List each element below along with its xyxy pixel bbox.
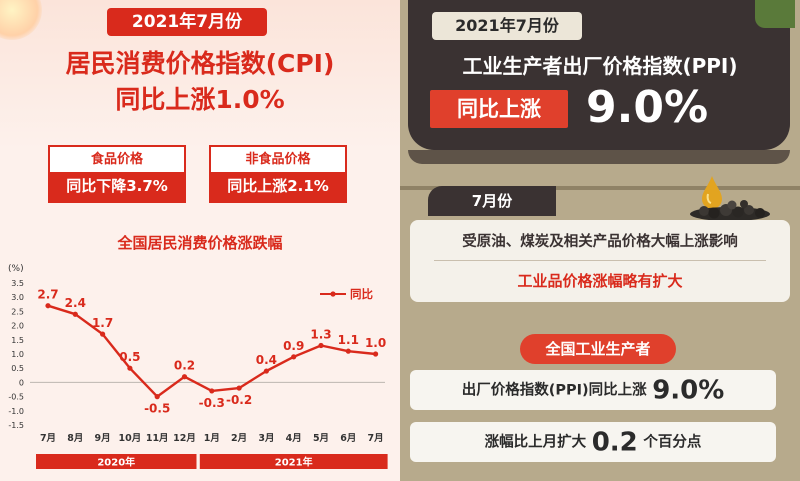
x-tick-label: 11月 — [146, 433, 169, 444]
reason-divider — [434, 260, 766, 261]
cpi-title: 居民消费价格指数(CPI) — [65, 49, 335, 78]
producer-tag: 全国工业生产者 — [520, 334, 676, 364]
divider-band — [400, 186, 800, 190]
data-point — [181, 374, 188, 380]
year-band — [199, 454, 388, 469]
ppi-yoy-value: 9.0% — [652, 375, 725, 406]
ppi-yoy-text: 出厂价格指数(PPI)同比上涨 — [461, 382, 647, 399]
data-point — [127, 365, 133, 371]
food-price-label: 食品价格 — [90, 152, 143, 167]
reason-card: 受原油、煤炭及相关产品价格大幅上涨影响 工业品价格涨幅略有扩大 — [410, 220, 790, 302]
y-tick-label: 0.5 — [11, 364, 24, 373]
x-tick-label: 2月 — [231, 433, 247, 444]
header-card-edge — [408, 150, 790, 164]
x-tick-label: 6月 — [340, 433, 356, 444]
x-tick-label: 4月 — [286, 433, 302, 444]
y-tick-label: 3.0 — [11, 293, 24, 302]
ppi-change-badge: 同比上涨 — [430, 90, 568, 128]
data-label: -0.2 — [226, 393, 252, 407]
data-point — [345, 348, 351, 354]
x-tick-label: 8月 — [67, 433, 83, 444]
y-tick-label: 0 — [19, 378, 24, 387]
data-point — [100, 331, 106, 337]
y-tick-label: 3.5 — [11, 279, 24, 288]
data-label: 2.7 — [37, 288, 58, 302]
y-tick-label: -0.5 — [8, 393, 24, 402]
data-label: 1.0 — [365, 336, 386, 350]
x-tick-label: 9月 — [95, 433, 111, 444]
reason-cause: 受原油、煤炭及相关产品价格大幅上涨影响 — [462, 234, 738, 250]
x-tick-label: 5月 — [313, 433, 329, 444]
data-label: 2.4 — [65, 296, 86, 310]
cpi-line-chart: (%) 3.5 3.0 2.5 2.0 1.5 1.0 0.5 0 -0.5 -1.0 -1.5 2… — [8, 264, 388, 469]
ppi-date-badge: 2021年7月份 — [432, 12, 582, 40]
data-label: 0.2 — [174, 359, 195, 373]
data-point — [373, 351, 379, 357]
data-point — [45, 303, 51, 309]
y-tick-label: -1.0 — [8, 407, 24, 416]
ppi-title: 工业生产者出厂价格指数(PPI) — [462, 54, 738, 78]
ppi-yoy-pill: 出厂价格指数(PPI)同比上涨 9.0% — [410, 370, 776, 410]
data-label: 0.5 — [119, 350, 140, 364]
y-tick-label: 1.0 — [11, 350, 24, 359]
year-label: 2020年 — [97, 456, 135, 469]
chart-legend: 同比 — [320, 287, 373, 301]
data-label: -0.5 — [144, 402, 170, 416]
ppi-mom-text: 涨幅比上月扩大 — [484, 434, 587, 451]
cpi-date-badge: 2021年7月份 — [107, 8, 267, 36]
ppi-mom-unit: 个百分点 — [643, 434, 702, 451]
ppi-panel: 2021年7月份 工业生产者出厂价格指数(PPI) 同比上涨 9.0% 7月份 … — [400, 0, 800, 481]
legend-marker — [330, 291, 336, 297]
year-label: 2021年 — [275, 456, 313, 469]
data-label: 1.3 — [310, 327, 331, 341]
data-point — [154, 394, 160, 400]
data-point — [209, 388, 215, 394]
x-tick-label: 12月 — [173, 433, 196, 444]
y-tick-label: -1.5 — [8, 421, 24, 430]
year-band — [36, 454, 197, 469]
data-point — [263, 368, 269, 374]
data-point — [236, 385, 242, 391]
month-tag: 7月份 — [428, 186, 556, 216]
y-tick-label: 2.0 — [11, 322, 24, 331]
ppi-mom-value: 0.2 — [591, 427, 638, 458]
data-label: 1.1 — [338, 333, 359, 347]
ppi-headline-value: 9.0% — [586, 82, 709, 133]
reason-effect: 工业品价格涨幅略有扩大 — [517, 272, 683, 290]
cpi-headline-value: 同比上涨1.0% — [115, 85, 285, 114]
header-decoration — [755, 0, 795, 28]
data-label: 0.4 — [256, 353, 277, 367]
x-tick-label: 3月 — [258, 433, 274, 444]
nonfood-price-value: 同比上涨2.1% — [211, 172, 345, 201]
data-point — [72, 311, 78, 317]
nonfood-price-box: 非食品价格 同比上涨2.1% — [209, 145, 347, 203]
y-tick-label: 1.5 — [11, 336, 24, 345]
x-tick-label: 7月 — [40, 433, 56, 444]
x-tick-label: 1月 — [204, 433, 220, 444]
y-tick-label: 2.5 — [11, 307, 24, 316]
data-label: 0.9 — [283, 339, 304, 353]
cpi-panel: 2021年7月份 居民消费价格指数(CPI) 同比上涨1.0% 食品价格 同比下… — [0, 0, 400, 481]
data-label: -0.3 — [199, 396, 225, 410]
data-point — [291, 354, 297, 360]
x-tick-label: 10月 — [119, 433, 142, 444]
oil-drop-coal-icon — [690, 176, 770, 221]
food-price-box: 食品价格 同比下降3.7% — [48, 145, 186, 203]
food-price-value: 同比下降3.7% — [50, 172, 184, 201]
data-label: 1.7 — [92, 316, 113, 330]
y-axis-unit: (%) — [8, 264, 24, 274]
x-tick-label: 7月 — [368, 433, 384, 444]
data-point — [318, 342, 324, 349]
legend-label: 同比 — [350, 287, 373, 301]
ppi-mom-pill: 涨幅比上月扩大 0.2 个百分点 — [410, 422, 776, 462]
nonfood-price-label: 非食品价格 — [245, 152, 311, 167]
chart-title: 全国居民消费价格涨跌幅 — [117, 234, 283, 252]
